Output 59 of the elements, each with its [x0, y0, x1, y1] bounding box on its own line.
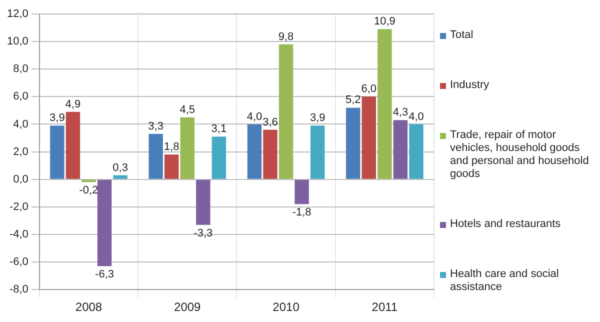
bar	[263, 130, 278, 179]
data-label: 4,0	[246, 110, 262, 123]
data-label: -1,8	[292, 206, 312, 219]
data-label: 4,5	[180, 104, 196, 116]
bar	[196, 180, 210, 225]
data-label: 5,2	[345, 94, 361, 106]
data-label: 1,8	[164, 141, 180, 154]
y-tick-label: -6,0	[9, 256, 28, 268]
y-tick-label: 4,0	[13, 118, 28, 130]
bar	[180, 117, 194, 179]
y-tick-label: 6,0	[13, 90, 28, 103]
bar	[148, 134, 163, 179]
data-label: 4,0	[408, 110, 424, 123]
bar	[294, 180, 309, 204]
data-label: 3,6	[262, 116, 278, 128]
legend-label: Hotels and restaurants	[450, 218, 561, 230]
bar	[97, 180, 112, 266]
data-label: -3,3	[194, 227, 213, 240]
bar	[310, 126, 325, 179]
y-tick-label: -2,0	[9, 200, 28, 213]
bar	[66, 112, 80, 179]
y-tick-label: -4,0	[9, 228, 28, 241]
y-tick-label: 12,0	[6, 8, 28, 20]
data-label: 4,9	[65, 98, 81, 110]
x-tick-label: 2008	[75, 300, 102, 314]
bar	[82, 180, 96, 182]
bar	[212, 136, 226, 179]
bar	[362, 96, 376, 179]
y-tick-label: 8,0	[13, 63, 28, 76]
bar	[164, 154, 179, 179]
bar	[247, 124, 262, 179]
y-tick-label: 2,0	[13, 146, 28, 158]
bar	[113, 175, 128, 179]
data-label: 6,0	[361, 83, 377, 96]
y-tick-label: 10,0	[6, 36, 28, 48]
data-label: 10,9	[374, 16, 396, 28]
legend-label: Total	[450, 28, 474, 42]
legend-label: Industry	[450, 78, 490, 92]
data-label: 0,3	[112, 162, 128, 174]
data-label: 3,3	[148, 120, 164, 132]
bar	[378, 29, 392, 179]
data-label: -6,3	[95, 268, 114, 281]
x-tick-label: 2011	[372, 300, 398, 314]
legend-label: Health care and social assistance	[450, 268, 560, 294]
x-tick-label: 2010	[272, 300, 300, 314]
x-tick-label: 2009	[174, 300, 202, 314]
bar	[278, 44, 294, 179]
bar	[393, 120, 408, 179]
data-label: 3,9	[50, 112, 65, 124]
y-tick-label: 0,0	[13, 173, 28, 186]
bar	[409, 124, 424, 179]
data-label: 3,9	[310, 112, 326, 124]
bar	[346, 108, 360, 179]
data-label: 4,3	[392, 106, 408, 119]
bar	[50, 126, 64, 179]
data-label: 3,1	[211, 123, 227, 136]
data-label: 9,8	[278, 30, 294, 43]
legend-label: Trade, repair of motor vehicles, household goods and personal and household goods	[450, 128, 590, 180]
y-tick-label: -8,0	[9, 284, 28, 296]
